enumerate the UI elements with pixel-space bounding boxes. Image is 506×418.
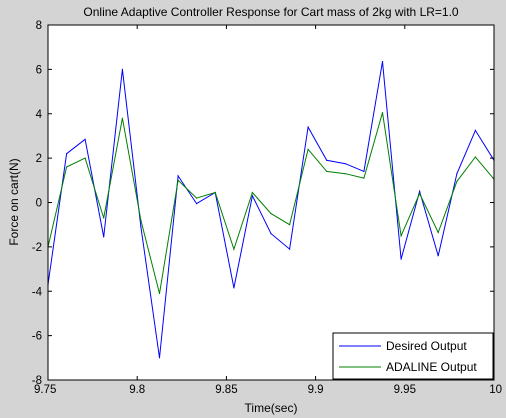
data-point: [233, 248, 235, 250]
y-tick-label: 2: [36, 153, 42, 165]
y-tick-label: 4: [36, 109, 43, 121]
plot-area: [48, 25, 494, 380]
legend-box: [332, 332, 494, 380]
y-tick-label: 0: [36, 198, 42, 210]
data-point: [196, 203, 198, 205]
x-tick-label: 9.75: [34, 384, 56, 396]
data-point: [474, 129, 476, 131]
legend: Desired Output ADALINE Output: [332, 332, 494, 380]
data-point: [419, 190, 421, 192]
data-point: [270, 213, 272, 215]
data-point: [103, 217, 105, 219]
data-point: [381, 61, 384, 63]
x-tick-label: 10: [489, 384, 502, 396]
data-point: [419, 193, 421, 195]
data-point: [251, 191, 253, 194]
x-tick-label: 9.9: [308, 384, 324, 396]
data-point: [363, 170, 365, 172]
data-point: [66, 153, 68, 155]
y-tick-label: -4: [32, 286, 43, 298]
data-point: [437, 231, 439, 234]
data-point: [103, 236, 105, 238]
data-point: [289, 224, 291, 226]
data-point: [344, 173, 346, 175]
y-axis-label: Force on cart(N): [7, 158, 21, 245]
chart-title: Online Adaptive Controller Response for …: [83, 5, 459, 19]
data-point: [158, 292, 161, 295]
y-tick-label: 8: [36, 20, 42, 32]
data-point: [177, 175, 179, 177]
data-point: [140, 226, 142, 228]
data-point: [344, 163, 346, 165]
data-point: [474, 156, 476, 158]
data-point: [158, 357, 161, 359]
data-point: [84, 138, 86, 140]
y-tick-label: -8: [32, 375, 42, 387]
data-point: [437, 255, 439, 257]
data-point: [66, 166, 68, 168]
data-point: [456, 180, 458, 182]
series-layer: [47, 61, 495, 359]
data-point: [270, 233, 272, 235]
data-point: [363, 177, 365, 179]
data-point: [326, 170, 328, 172]
data-point: [400, 258, 402, 260]
data-point: [251, 195, 253, 197]
data-point: [84, 157, 86, 159]
data-point: [289, 248, 291, 250]
y-tick-label: 6: [36, 64, 42, 76]
legend-label-adaline: ADALINE Output: [386, 360, 477, 374]
x-tick-label: 9.85: [215, 384, 237, 396]
x-axis-label: Time(sec): [245, 401, 298, 415]
data-point: [196, 197, 198, 199]
tick-layer: 9.75 9.8 9.85 9.9 9.95 10 8 6 4 2 0 -2 -4 -6 -8: [32, 20, 502, 396]
data-point: [121, 68, 123, 70]
data-point: [400, 235, 402, 237]
data-point: [233, 287, 235, 289]
data-point: [307, 148, 309, 150]
data-point: [121, 117, 123, 119]
data-point: [214, 191, 216, 194]
legend-label-desired: Desired Output: [386, 339, 467, 353]
y-tick-label: -6: [32, 331, 42, 343]
data-point: [381, 112, 384, 114]
data-point: [140, 219, 142, 221]
x-tick-label: 9.95: [394, 384, 416, 396]
data-point: [177, 179, 179, 181]
y-tick-label: -2: [32, 242, 42, 254]
data-point: [326, 159, 328, 161]
data-point: [456, 173, 458, 175]
x-tick-label: 9.8: [129, 384, 145, 396]
data-point: [307, 126, 309, 128]
